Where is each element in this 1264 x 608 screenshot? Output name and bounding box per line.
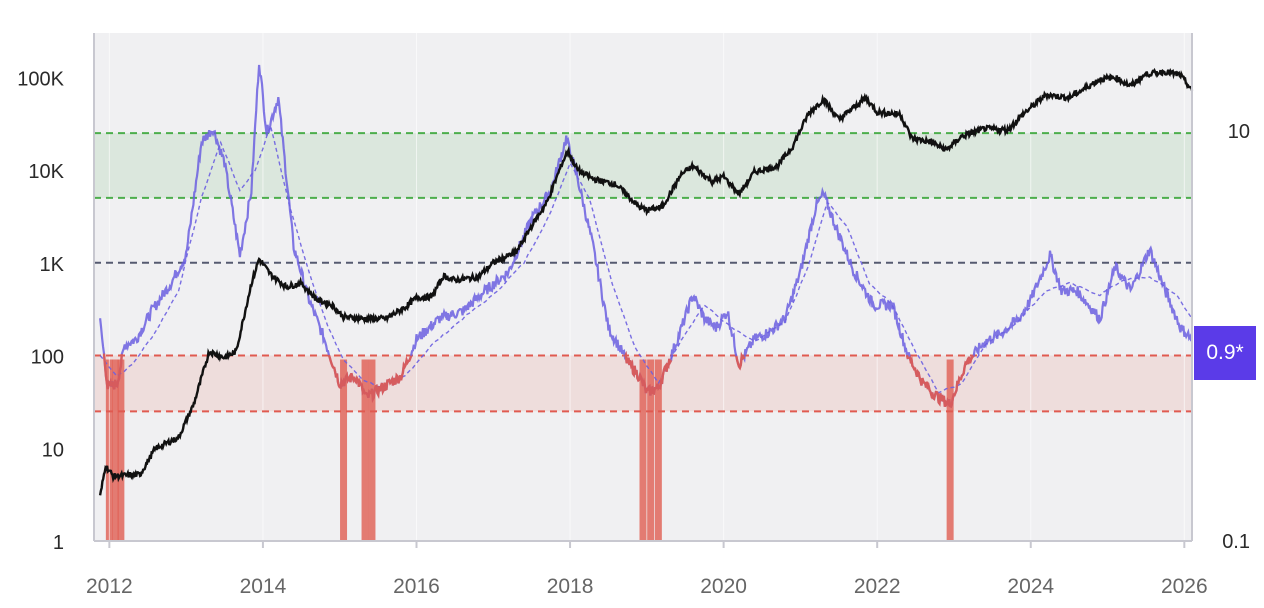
ratio-line-low-segment [102, 350, 975, 409]
high-zone-band [94, 133, 1192, 198]
signal-bar [340, 359, 348, 541]
x-tick-label: 2012 [86, 575, 133, 598]
y-right-tick-label: 0.1 [1222, 531, 1250, 553]
current-value-badge: 0.9* [1194, 326, 1256, 380]
y-left-tick-label: 10K [28, 161, 64, 183]
signal-bar [368, 359, 376, 541]
y-right-ticks: 100.1 [1222, 121, 1250, 553]
x-tick-label: 2022 [854, 575, 901, 598]
signal-bar [639, 359, 647, 541]
x-axis-ticks: 2012 2014 2016 2018 2020 2022 2024 2026 [86, 541, 1208, 598]
signal-bar [946, 359, 954, 541]
x-tick-label: 2014 [240, 575, 287, 598]
y-left-ticks: 100K 10K 1K 100 10 1 [17, 68, 64, 554]
y-left-tick-label: 100 [31, 347, 64, 369]
ratio-average-line [99, 123, 1193, 394]
y-left-tick-label: 1 [53, 532, 64, 554]
signal-bar [654, 359, 662, 541]
signal-bar [647, 359, 655, 541]
y-left-tick-label: 10 [42, 439, 64, 461]
signal-bar [117, 359, 125, 541]
signal-bar [361, 359, 369, 541]
price-line [98, 67, 1194, 496]
signal-bar [111, 359, 119, 541]
x-tick-label: 2024 [1007, 575, 1054, 598]
x-tick-label: 2026 [1161, 575, 1208, 598]
grid-lines [108, 33, 1185, 541]
y-left-tick-label: 1K [40, 254, 65, 276]
y-right-tick-label: 10 [1228, 121, 1250, 143]
x-tick-label: 2020 [700, 575, 747, 598]
y-left-tick-label: 100K [17, 68, 64, 90]
x-tick-label: 2016 [393, 575, 440, 598]
x-tick-label: 2018 [547, 575, 594, 598]
